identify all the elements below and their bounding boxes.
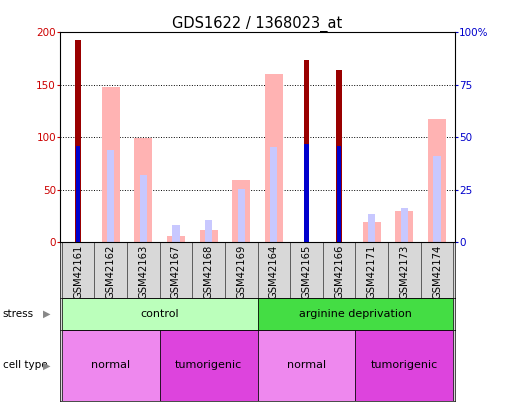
Bar [160,330,257,401]
Bar [401,207,408,242]
Text: normal: normal [287,360,326,370]
Text: GSM42165: GSM42165 [302,245,312,299]
Text: ▶: ▶ [43,360,51,370]
Text: stress: stress [3,309,34,319]
Text: GSM42161: GSM42161 [73,245,83,299]
Bar [107,150,115,242]
Bar [102,87,120,242]
Text: GSM42164: GSM42164 [269,245,279,299]
Bar [140,175,147,242]
Bar [76,146,81,242]
Bar [232,180,250,242]
Bar [205,220,212,242]
Bar [237,189,245,242]
Text: GSM42167: GSM42167 [171,245,181,299]
Bar [303,60,310,242]
Bar [363,222,381,242]
Text: GSM42171: GSM42171 [367,245,377,299]
Bar [75,40,81,242]
Bar [257,298,453,330]
Bar [270,147,278,242]
Text: cell type: cell type [3,360,47,370]
Text: GSM42173: GSM42173 [400,245,410,299]
Bar [265,75,283,242]
Bar [337,146,342,242]
Text: arginine deprivation: arginine deprivation [299,309,412,319]
Bar [356,330,453,401]
Bar [173,225,179,242]
Bar [257,330,356,401]
Text: GSM42174: GSM42174 [432,245,442,299]
Bar [395,211,413,242]
Text: GSM42169: GSM42169 [236,245,246,299]
Text: tumorigenic: tumorigenic [371,360,438,370]
Bar [200,230,218,242]
Title: GDS1622 / 1368023_at: GDS1622 / 1368023_at [173,16,343,32]
Text: tumorigenic: tumorigenic [175,360,242,370]
Bar [368,214,376,242]
Text: GSM42162: GSM42162 [106,245,116,299]
Bar [428,119,446,242]
Text: GSM42163: GSM42163 [139,245,149,299]
Text: control: control [140,309,179,319]
Bar [134,139,152,242]
Bar [336,70,342,242]
Text: GSM42166: GSM42166 [334,245,344,299]
Bar [304,143,309,242]
Text: ▶: ▶ [43,309,51,319]
Text: normal: normal [91,360,130,370]
Bar [434,156,441,242]
Bar [62,330,160,401]
Bar [62,298,257,330]
Bar [167,236,185,242]
Text: GSM42168: GSM42168 [203,245,213,299]
